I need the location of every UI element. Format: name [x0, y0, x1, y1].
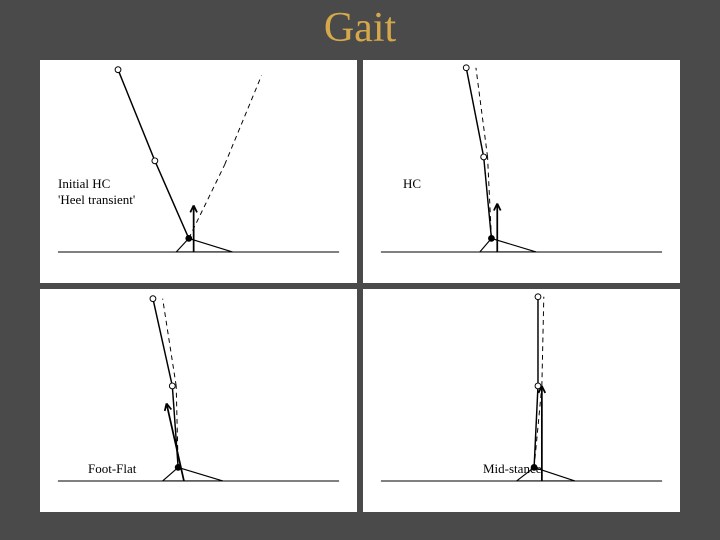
panel-label: Mid-stance	[483, 461, 541, 477]
panel-label: HC	[403, 176, 421, 192]
leg-diagram-icon	[40, 60, 357, 283]
panel-initial-hc: Initial HC'Heel transient'	[40, 60, 357, 283]
panel-mid-stance: Mid-stance	[363, 289, 680, 512]
panel-label: Initial HC'Heel transient'	[58, 176, 135, 207]
leg-diagram-icon	[40, 289, 357, 512]
leg-diagram-icon	[363, 289, 680, 512]
panel-label: Foot-Flat	[88, 461, 136, 477]
panel-hc: HC	[363, 60, 680, 283]
diagram-grid: Initial HC'Heel transient' HC Foot-Flat …	[0, 60, 720, 532]
panel-foot-flat: Foot-Flat	[40, 289, 357, 512]
leg-diagram-icon	[363, 60, 680, 283]
page-title: Gait	[0, 0, 720, 60]
